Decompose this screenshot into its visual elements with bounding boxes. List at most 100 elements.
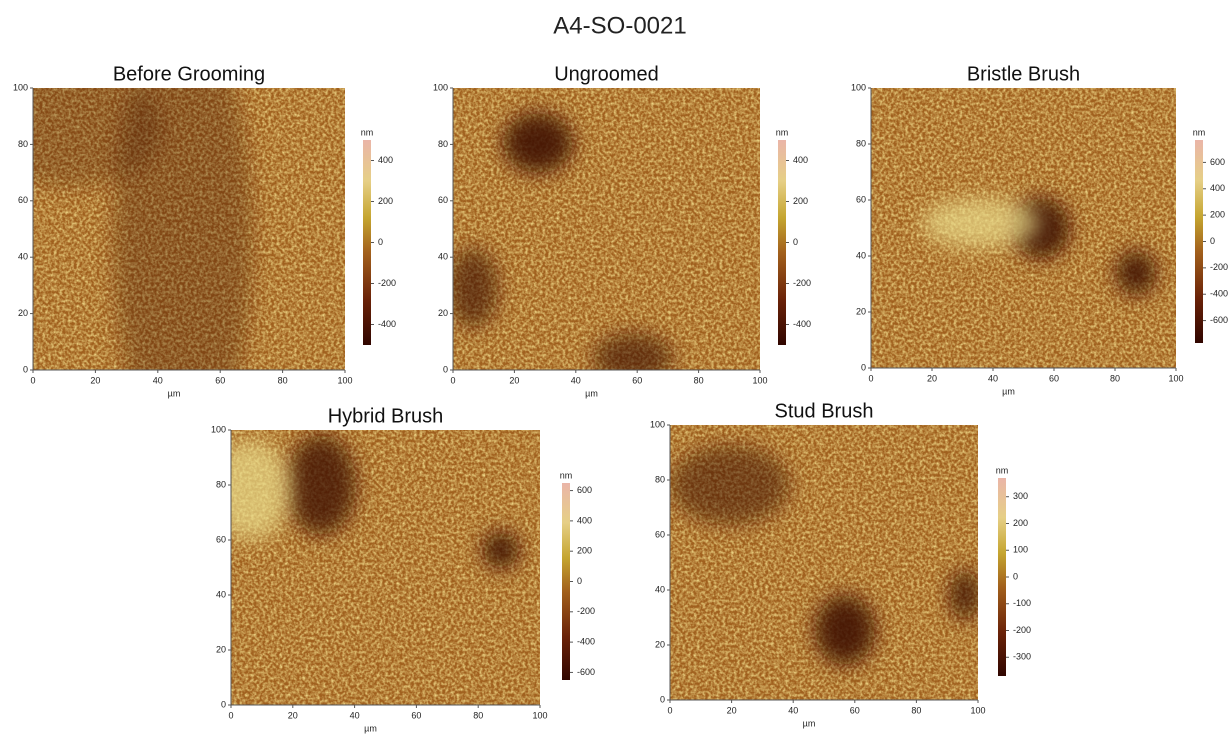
topography-feature xyxy=(815,595,875,665)
x-tick-label: 80 xyxy=(1110,373,1120,383)
x-tick-label: 20 xyxy=(90,375,100,385)
colorbar-tick-label: 200 xyxy=(378,196,393,206)
x-unit: µm xyxy=(1002,386,1015,396)
colorbar-tick-label: -200 xyxy=(378,278,396,288)
x-tick-label: 100 xyxy=(970,705,985,715)
x-unit: µm xyxy=(364,723,377,733)
x-tick-label: 0 xyxy=(868,373,873,383)
colorbar-tick-label: -200 xyxy=(1210,262,1228,272)
y-tick-label: 100 xyxy=(851,82,866,92)
x-tick-label: 60 xyxy=(850,705,860,715)
colorbar xyxy=(998,478,1006,676)
topography-feature xyxy=(670,445,790,525)
colorbar-tick-label: -400 xyxy=(1210,289,1228,299)
y-tick-label: 60 xyxy=(216,534,226,544)
panel: Bristle Brush 0 20 40 60 80 100 0 20 40 60 80 100 µm n… xyxy=(851,63,1228,396)
x-tick-label: 0 xyxy=(228,710,233,720)
x-tick-label: 40 xyxy=(153,375,163,385)
colorbar-tick-label: 400 xyxy=(577,515,592,525)
afm-image xyxy=(231,430,540,705)
y-tick-label: 20 xyxy=(438,308,448,318)
y-tick-label: 100 xyxy=(13,82,28,92)
x-tick-label: 100 xyxy=(337,375,352,385)
y-tick-label: 100 xyxy=(650,419,665,429)
y-tick-label: 40 xyxy=(18,252,28,262)
topography-feature xyxy=(950,570,978,620)
panel-title: Hybrid Brush xyxy=(328,405,444,427)
x-tick-label: 80 xyxy=(278,375,288,385)
x-unit: µm xyxy=(168,388,181,398)
colorbar-tick-label: 0 xyxy=(1013,571,1018,581)
topography-feature xyxy=(593,333,673,370)
panel-title: Bristle Brush xyxy=(967,63,1080,85)
colorbar-tick-label: 400 xyxy=(793,155,808,165)
figure-title: A4-SO-0021 xyxy=(553,12,686,39)
topography-feature xyxy=(503,113,573,173)
colorbar-tick-label: -200 xyxy=(793,278,811,288)
y-tick-label: 0 xyxy=(221,699,226,709)
panel: Ungroomed 0 20 40 60 80 100 0 20 40 60 80 100 µm nm 400… xyxy=(433,63,811,398)
y-tick-label: 20 xyxy=(18,308,28,318)
x-tick-label: 20 xyxy=(288,710,298,720)
topography-feature xyxy=(231,440,291,540)
x-tick-label: 40 xyxy=(788,705,798,715)
y-tick-label: 0 xyxy=(23,364,28,374)
afm-image xyxy=(670,425,978,700)
colorbar-tick-label: 0 xyxy=(378,237,383,247)
y-tick-label: 100 xyxy=(211,424,226,434)
x-tick-label: 0 xyxy=(450,375,455,385)
y-tick-label: 0 xyxy=(861,362,866,372)
x-tick-label: 60 xyxy=(411,710,421,720)
y-tick-label: 80 xyxy=(438,139,448,149)
y-tick-label: 60 xyxy=(856,194,866,204)
colorbar-unit: nm xyxy=(996,465,1009,475)
x-unit: µm xyxy=(585,388,598,398)
colorbar-unit: nm xyxy=(776,127,789,137)
x-tick-label: 40 xyxy=(571,375,581,385)
colorbar-tick-label: 200 xyxy=(1210,210,1225,220)
x-tick-label: 80 xyxy=(911,705,921,715)
y-tick-label: 80 xyxy=(655,474,665,484)
y-tick-label: 80 xyxy=(18,139,28,149)
colorbar-tick-label: 200 xyxy=(577,546,592,556)
x-tick-label: 80 xyxy=(694,375,704,385)
x-tick-label: 100 xyxy=(1168,373,1183,383)
colorbar-tick-label: 200 xyxy=(793,196,808,206)
colorbar-tick-label: -600 xyxy=(577,667,595,677)
colorbar-tick-label: 0 xyxy=(1210,236,1215,246)
colorbar-tick-label: 600 xyxy=(1210,157,1225,167)
x-unit: µm xyxy=(803,718,816,728)
colorbar-tick-label: 0 xyxy=(577,576,582,586)
topography-feature xyxy=(1116,251,1156,295)
colorbar-tick-label: 0 xyxy=(793,237,798,247)
x-tick-label: 60 xyxy=(1049,373,1059,383)
colorbar-unit: nm xyxy=(1193,127,1206,137)
y-tick-label: 60 xyxy=(18,195,28,205)
texture xyxy=(453,88,760,370)
topography-feature xyxy=(286,435,356,535)
x-tick-label: 40 xyxy=(988,373,998,383)
x-tick-label: 0 xyxy=(667,705,672,715)
y-tick-label: 20 xyxy=(856,306,866,316)
colorbar-unit: nm xyxy=(361,127,374,137)
y-tick-label: 40 xyxy=(655,584,665,594)
panel-title: Ungroomed xyxy=(554,63,659,85)
x-tick-label: 40 xyxy=(350,710,360,720)
colorbar-tick-label: -400 xyxy=(577,636,595,646)
y-tick-label: 20 xyxy=(216,644,226,654)
colorbar-tick-label: -400 xyxy=(378,319,396,329)
colorbar-tick-label: -300 xyxy=(1013,652,1031,662)
topography-feature xyxy=(113,88,253,370)
y-tick-label: 20 xyxy=(655,639,665,649)
x-tick-label: 80 xyxy=(473,710,483,720)
x-tick-label: 100 xyxy=(752,375,767,385)
y-tick-label: 100 xyxy=(433,82,448,92)
y-tick-label: 40 xyxy=(856,250,866,260)
colorbar-tick-label: 400 xyxy=(1210,183,1225,193)
y-tick-label: 0 xyxy=(660,694,665,704)
colorbar-tick-label: -200 xyxy=(1013,625,1031,635)
colorbar-tick-label: 300 xyxy=(1013,491,1028,501)
colorbar xyxy=(363,140,371,345)
colorbar-tick-label: 100 xyxy=(1013,545,1028,555)
colorbar-tick-label: -100 xyxy=(1013,598,1031,608)
